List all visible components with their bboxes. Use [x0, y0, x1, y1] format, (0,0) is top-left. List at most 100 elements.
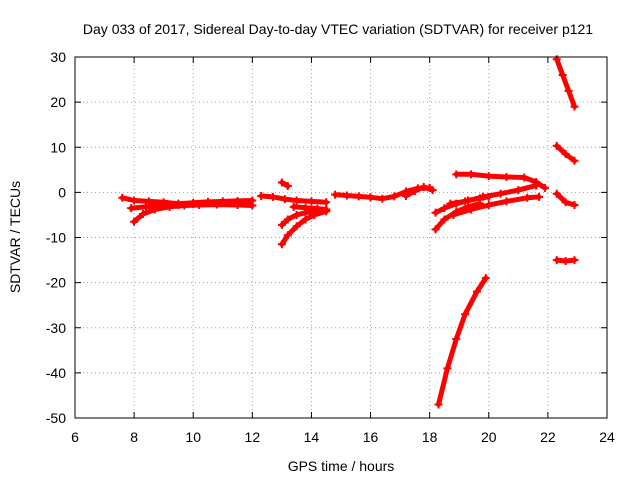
data-point	[402, 191, 411, 200]
data-point	[520, 173, 529, 182]
y-tick-label: 0	[58, 184, 66, 200]
x-tick-label: 14	[304, 429, 320, 445]
data-point	[310, 210, 319, 219]
data-point	[502, 173, 511, 182]
data-point	[280, 195, 289, 204]
data-point	[532, 181, 541, 190]
data-point	[467, 205, 476, 214]
y-tick-label: -30	[46, 320, 66, 336]
data-point	[570, 256, 579, 265]
data-point	[535, 192, 544, 201]
y-tick-label: 20	[50, 94, 66, 110]
data-point	[144, 197, 153, 206]
data-point	[118, 193, 127, 202]
data-point	[292, 222, 301, 231]
y-tick-label: 10	[50, 139, 66, 155]
data-point	[189, 200, 198, 209]
data-point	[570, 102, 579, 111]
data-point	[233, 201, 242, 210]
data-point	[174, 201, 183, 210]
x-tick-label: 16	[363, 429, 379, 445]
data-point	[257, 191, 266, 200]
data-point	[313, 204, 322, 213]
data-point	[277, 178, 286, 187]
data-point	[552, 141, 561, 150]
data-point	[331, 190, 340, 199]
data-point	[130, 196, 139, 205]
y-tick-label: -50	[46, 410, 66, 426]
data-point	[322, 198, 331, 207]
data-point	[301, 203, 310, 212]
data-point	[410, 187, 419, 196]
data-point	[452, 170, 461, 179]
data-point	[502, 197, 511, 206]
data-point	[472, 287, 481, 296]
series-arc-10	[403, 184, 436, 199]
data-point	[452, 335, 461, 344]
data-point	[570, 156, 579, 165]
data-point	[561, 256, 570, 265]
data-point	[138, 210, 147, 219]
data-point	[434, 400, 443, 409]
data-point	[552, 256, 561, 265]
data-point	[366, 193, 375, 202]
x-tick-label: 10	[185, 429, 201, 445]
data-point	[322, 205, 331, 214]
data-point	[481, 274, 490, 283]
data-point	[446, 199, 455, 208]
data-series	[118, 55, 579, 409]
data-point	[277, 220, 286, 229]
x-tick-label: 22	[540, 429, 556, 445]
tick-labels: 6 8 10 12 14 16 18 20 22 24 -50 -40 -30 -20 -10 0 10 20 30	[46, 49, 615, 445]
data-point	[378, 194, 387, 203]
data-point	[292, 196, 301, 205]
data-point	[523, 193, 532, 202]
data-point	[212, 200, 221, 209]
y-axis-title: SDTVAR / TECUs	[7, 181, 23, 293]
x-tick-label: 24	[599, 429, 615, 445]
y-tick-label: -20	[46, 275, 66, 291]
data-point	[283, 182, 292, 191]
x-tick-label: 20	[481, 429, 497, 445]
data-point	[552, 189, 561, 198]
y-tick-label: 30	[50, 49, 66, 65]
x-tick-label: 6	[71, 429, 79, 445]
data-point	[561, 150, 570, 159]
data-point	[443, 364, 452, 373]
data-point	[431, 225, 440, 234]
data-point	[159, 201, 168, 210]
data-point	[467, 170, 476, 179]
data-point	[461, 310, 470, 319]
data-point	[130, 217, 139, 226]
data-point	[484, 172, 493, 181]
data-point	[292, 210, 301, 219]
data-point	[478, 192, 487, 201]
data-point	[449, 210, 458, 219]
data-point	[141, 202, 150, 211]
data-point	[561, 198, 570, 207]
data-point	[354, 192, 363, 201]
data-point	[289, 202, 298, 211]
data-point	[496, 189, 505, 198]
data-point	[440, 204, 449, 213]
series-arc-17	[554, 56, 577, 110]
data-point	[283, 231, 292, 240]
data-point	[431, 208, 440, 217]
plot-frame	[74, 56, 608, 419]
x-tick-label: 12	[245, 429, 261, 445]
data-point	[390, 192, 399, 201]
chart-title: Day 033 of 2017, Sidereal Day-to-day VTE…	[83, 21, 593, 37]
series-arc-8	[291, 204, 329, 212]
grid	[75, 57, 607, 418]
data-point	[484, 201, 493, 210]
data-point	[461, 197, 470, 206]
data-point	[342, 191, 351, 200]
data-point	[558, 71, 567, 80]
y-tick-label: -40	[46, 365, 66, 381]
data-point	[419, 182, 428, 191]
data-point	[307, 197, 316, 206]
series-arc-16	[436, 275, 489, 407]
data-point	[127, 204, 136, 213]
data-point	[301, 215, 310, 224]
